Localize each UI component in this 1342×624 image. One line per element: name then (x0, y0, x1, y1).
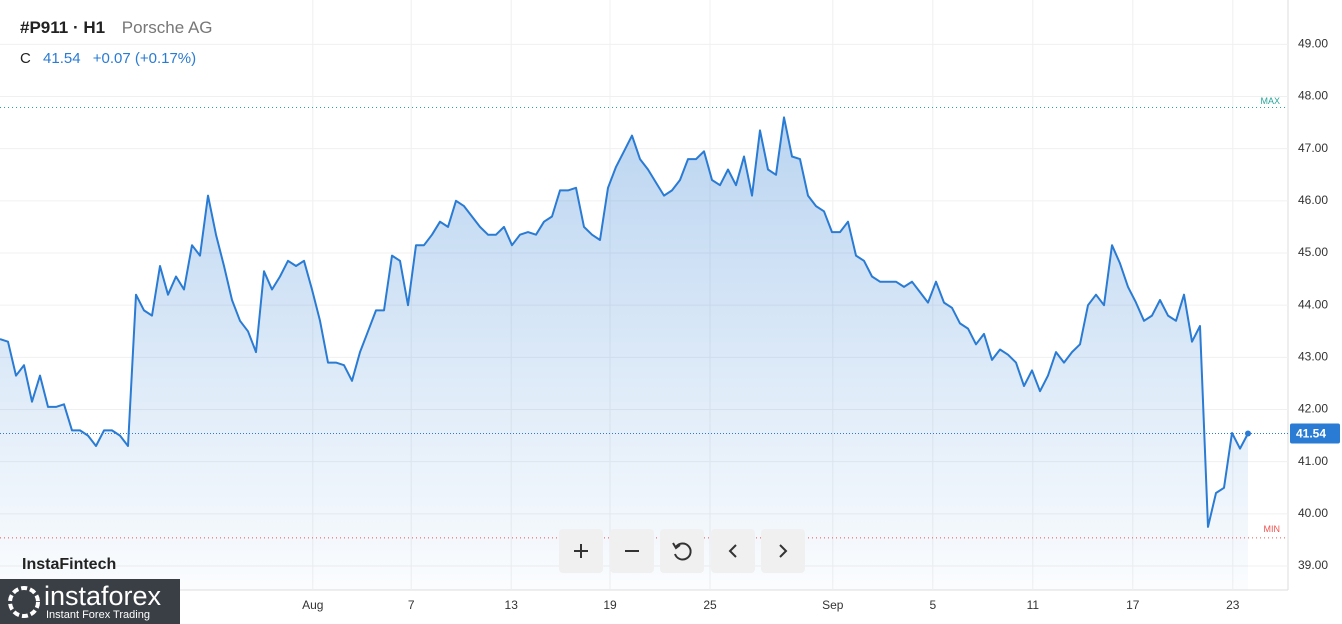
y-tick-label: 43.00 (1298, 350, 1328, 364)
brand-logo: instaforex Instant Forex Trading (0, 579, 180, 624)
icon (625, 550, 639, 552)
zoom-out-button[interactable] (610, 529, 654, 573)
x-tick-label: 13 (505, 598, 519, 612)
scroll-left-button[interactable] (711, 529, 755, 573)
reference-label: MAX (1260, 96, 1280, 106)
y-tick-label: 49.00 (1298, 37, 1328, 51)
icon (728, 544, 737, 558)
y-tick-label: 40.00 (1298, 506, 1328, 520)
reset-button[interactable] (660, 529, 704, 573)
symbol: #P911 · H1 (20, 18, 106, 37)
x-tick-label: 19 (603, 598, 617, 612)
quote-close: 41.54 (43, 50, 81, 67)
x-tick-label: Sep (822, 598, 844, 612)
price-tag (1290, 423, 1340, 444)
quote: C 41.54 +0.07 (+0.17%) (20, 50, 196, 67)
area (0, 117, 1248, 591)
brand-top: InstaFintech (22, 556, 117, 573)
icon (779, 544, 788, 558)
x-tick-label: 11 (1027, 598, 1040, 612)
brand-name: instaforex (44, 581, 162, 611)
y-tick-label: 44.00 (1298, 297, 1328, 311)
y-tick-label: 45.00 (1298, 245, 1328, 259)
icon (672, 542, 692, 561)
y-tick-label: 48.00 (1298, 89, 1328, 103)
zoom-in-button[interactable] (559, 529, 603, 573)
line (0, 116, 1249, 528)
icon (574, 544, 588, 558)
quote-change: +0.07 (+0.17%) (92, 50, 197, 67)
company: Porsche AG (121, 18, 213, 37)
x-tick-label: 17 (1126, 598, 1140, 612)
header: #P911 · H1 Porsche AG (20, 18, 213, 38)
scroll-right-button[interactable] (761, 529, 805, 573)
y-tick-label: 46.00 (1298, 193, 1328, 207)
y-tick-label: 47.00 (1298, 141, 1328, 155)
x-tick-label: 7 (408, 598, 415, 612)
y-tick-label: 41.00 (1298, 454, 1328, 468)
x-tick-label: 25 (703, 598, 717, 612)
y-tick-label: 42.00 (1298, 402, 1328, 416)
y-tick-label: 39.00 (1298, 558, 1328, 572)
x-tick-label: Aug (302, 598, 323, 612)
reference-label: MIN (1264, 524, 1281, 534)
x-tick-label: 23 (1226, 598, 1240, 612)
x-tick-label: 5 (929, 598, 936, 612)
quote-prefix: C (20, 50, 31, 67)
logo-icon (8, 586, 40, 618)
brand-tagline: Instant Forex Trading (46, 609, 150, 621)
price-tag-label: 41.54 (1296, 427, 1326, 441)
